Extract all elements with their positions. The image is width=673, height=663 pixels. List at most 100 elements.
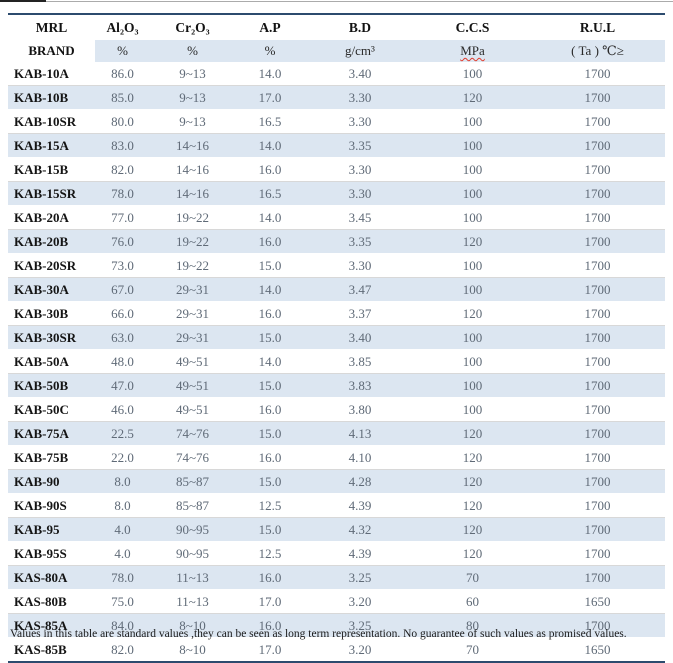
col-header-bd: B.D	[305, 14, 415, 40]
cell-ap: 16.5	[235, 181, 305, 206]
cell-cr2o3: 90~95	[175, 546, 210, 561]
cell-al2o3: 4.0	[114, 546, 131, 561]
cell-bd: 3.30	[348, 114, 372, 129]
cell-al2o3: 47.0	[95, 373, 150, 398]
cell-bd: 3.20	[348, 594, 372, 609]
top-left-artifact	[0, 0, 46, 2]
cell-ccs: 60	[466, 594, 479, 609]
cell-ap: 12.5	[258, 498, 282, 513]
cell-ap: 17.0	[258, 642, 282, 657]
cell-cr2o3: 74~76	[175, 450, 210, 465]
col-header-ccs: C.C.S	[415, 14, 530, 40]
cell-cr2o3: 14~16	[150, 133, 235, 158]
cell-al2o3: 8.0	[114, 498, 131, 513]
cell-brand: KAB-50C	[14, 402, 69, 417]
table-row: KAB-50B 47.0 49~51 15.0 3.83 100 1700	[8, 373, 665, 398]
col-unit-rul: ( Ta ) ℃≥	[530, 40, 665, 62]
cell-brand: KAB-20SR	[14, 258, 77, 273]
cell-ap: 14.0	[258, 354, 282, 369]
cell-bd: 3.25	[305, 565, 415, 590]
cell-brand: KAS-80B	[14, 594, 67, 609]
cell-cr2o3: 8~10	[150, 613, 235, 638]
cell-rul: 1700	[530, 85, 665, 110]
cell-brand: KAB-90S	[14, 498, 67, 513]
cell-rul: 1700	[584, 66, 611, 81]
cell-rul: 1700	[530, 565, 665, 590]
cell-cr2o3: 49~51	[175, 402, 210, 417]
cell-bd: 3.85	[348, 354, 372, 369]
cell-ap: 16.0	[235, 229, 305, 254]
cell-ap: 15.0	[235, 325, 305, 350]
cell-ccs: 100	[415, 277, 530, 302]
cell-al2o3: 80.0	[111, 114, 134, 129]
cell-rul: 1700	[584, 114, 611, 129]
cell-cr2o3: 9~13	[179, 114, 206, 129]
cell-ccs: 70	[466, 642, 479, 657]
cell-cr2o3: 85~87	[175, 498, 210, 513]
cell-ap: 15.0	[235, 421, 305, 446]
cell-cr2o3: 49~51	[175, 354, 210, 369]
cell-cr2o3: 74~76	[150, 421, 235, 446]
cell-ccs: 100	[415, 133, 530, 158]
cell-ccs: 100	[462, 258, 483, 273]
cell-brand: KAB-50B	[8, 373, 95, 398]
cell-al2o3: 78.0	[95, 181, 150, 206]
cell-al2o3: 78.0	[95, 565, 150, 590]
table-row: KAB-90S 8.0 85~87 12.5 4.39 120 1700	[8, 494, 665, 518]
product-spec-table: MRL Al₂O₃ Cr₂O₃ A.P B.D C.C.S R.U.L BRAN…	[8, 13, 665, 663]
table-row: KAB-15SR 78.0 14~16 16.5 3.30 100 1700	[8, 181, 665, 206]
cell-cr2o3: 19~22	[175, 210, 210, 225]
cell-brand: KAS-80A	[8, 565, 95, 590]
cell-ccs: 100	[462, 66, 483, 81]
cell-ap: 14.0	[235, 133, 305, 158]
cell-ap: 15.0	[235, 469, 305, 494]
cell-ccs: 70	[415, 565, 530, 590]
cell-brand: KAB-15A	[8, 133, 95, 158]
cell-al2o3: 77.0	[111, 210, 134, 225]
cell-rul: 1700	[584, 258, 611, 273]
footer-note: Values in this table are standard values…	[10, 628, 627, 640]
table-row: KAB-50C 46.0 49~51 16.0 3.80 100 1700	[8, 398, 665, 422]
cell-ccs: 120	[415, 469, 530, 494]
cell-al2o3: 75.0	[111, 594, 134, 609]
cell-ccs: 120	[462, 306, 483, 321]
cell-al2o3: 46.0	[111, 402, 134, 417]
cell-ccs: 120	[462, 546, 483, 561]
cell-ccs: 100	[462, 162, 483, 177]
table-row: KAB-20B 76.0 19~22 16.0 3.35 120 1700	[8, 229, 665, 254]
cell-ccs: 100	[415, 181, 530, 206]
cell-cr2o3: 8~10	[179, 642, 206, 657]
mpa-spellcheck-label: MPa	[460, 43, 485, 58]
cell-rul: 1700	[530, 325, 665, 350]
cell-ap: 15.0	[258, 258, 282, 273]
cell-rul: 1700	[584, 210, 611, 225]
cell-rul: 1700	[530, 373, 665, 398]
cell-ap: 15.0	[235, 373, 305, 398]
cell-rul: 1700	[530, 421, 665, 446]
cell-ccs: 80	[415, 613, 530, 638]
cell-rul: 1650	[584, 642, 611, 657]
cell-al2o3: 22.0	[111, 450, 134, 465]
cell-bd: 3.30	[305, 181, 415, 206]
cell-brand: KAS-85B	[14, 642, 67, 657]
cell-ccs: 100	[415, 373, 530, 398]
cell-bd: 4.28	[305, 469, 415, 494]
col-header-al2o3: Al₂O₃	[95, 14, 150, 40]
cell-ap: 16.0	[235, 613, 305, 638]
cell-al2o3: 66.0	[111, 306, 134, 321]
cell-bd: 3.40	[305, 325, 415, 350]
cell-bd: 4.39	[348, 546, 372, 561]
cell-rul: 1700	[530, 277, 665, 302]
cell-ap: 14.0	[258, 66, 282, 81]
table-row: KAS-80A 78.0 11~13 16.0 3.25 70 1700	[8, 565, 665, 590]
table-row: KAB-30SR 63.0 29~31 15.0 3.40 100 1700	[8, 325, 665, 350]
cell-ap: 15.0	[235, 517, 305, 542]
cell-brand: KAB-15SR	[8, 181, 95, 206]
cell-brand: KAB-50A	[14, 354, 69, 369]
table-row: KAB-90 8.0 85~87 15.0 4.28 120 1700	[8, 469, 665, 494]
cell-brand: KAB-30A	[8, 277, 95, 302]
table-row: KAB-20A 77.0 19~22 14.0 3.45 100 1700	[8, 206, 665, 230]
col-header-ap: A.P	[235, 14, 305, 40]
cell-brand: KAB-75B	[14, 450, 69, 465]
